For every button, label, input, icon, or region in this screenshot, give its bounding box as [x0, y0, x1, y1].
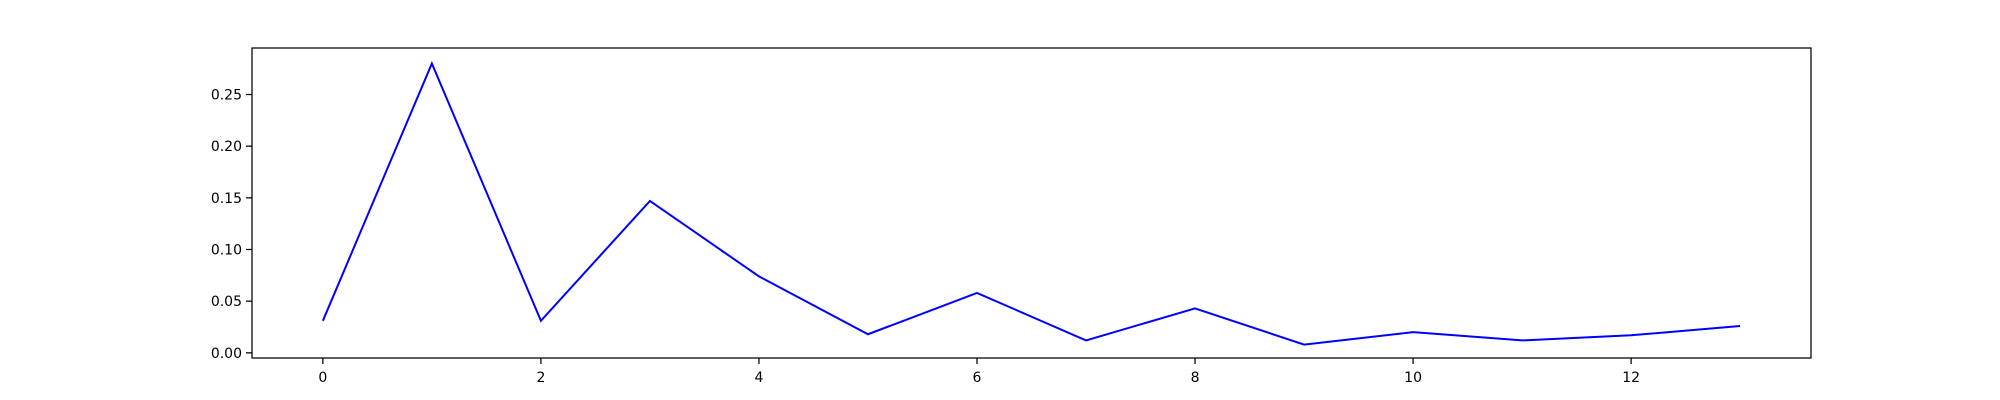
series-line	[321, 60, 1741, 346]
x-tick-label: 6	[973, 370, 982, 386]
y-tick-label: 0.05	[211, 294, 242, 310]
y-tick-label: 0.15	[211, 191, 242, 207]
x-tick-label: 0	[318, 370, 327, 386]
series-layer	[321, 60, 1741, 346]
ticks-layer: 0 2 4 6 8 10 12 0.00 0.05 0.10 0.15 0.20 0.25	[211, 88, 1640, 387]
x-tick-label: 2	[536, 370, 545, 386]
x-tick-label: 4	[754, 370, 763, 386]
x-tick-label: 8	[1191, 370, 1200, 386]
y-tick-label: 0.25	[211, 88, 242, 104]
x-tick-label: 12	[1622, 370, 1640, 386]
plot-frame	[251, 47, 1812, 359]
y-tick-label: 0.10	[211, 243, 242, 259]
y-tick-label: 0.20	[211, 139, 242, 155]
x-tick-label: 10	[1404, 370, 1422, 386]
y-tick-label: 0.00	[211, 346, 242, 362]
